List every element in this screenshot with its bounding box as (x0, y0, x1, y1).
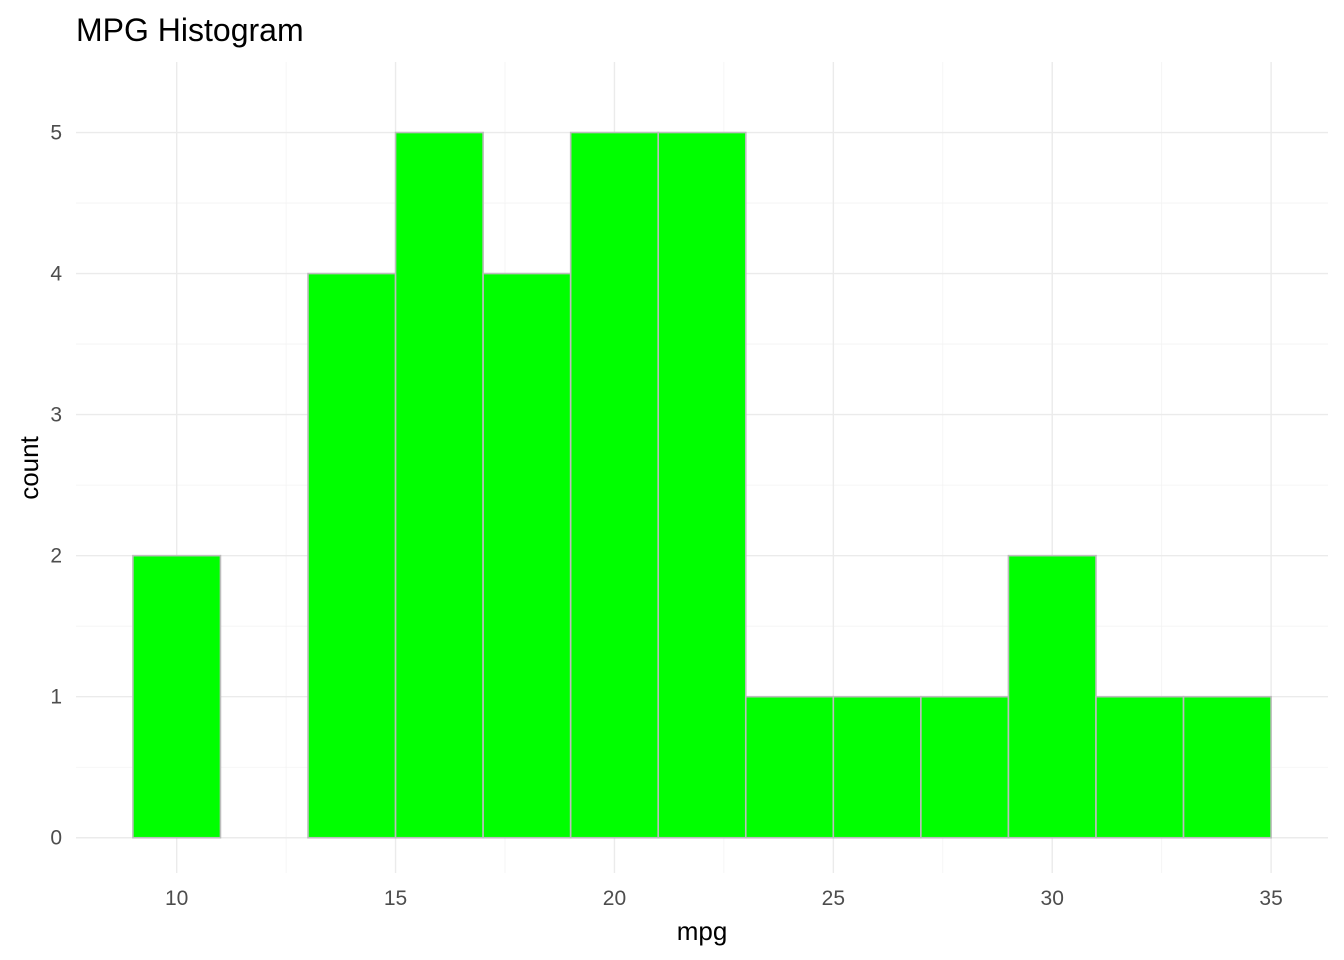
y-tick-label: 1 (50, 686, 62, 709)
histogram-bar (920, 695, 1010, 839)
y-tick-label: 0 (50, 827, 62, 850)
histogram-bar (1095, 695, 1185, 839)
histogram-bar (307, 272, 397, 839)
histogram-bar (569, 131, 660, 839)
histogram-bar (744, 695, 835, 839)
x-tick-label: 30 (1041, 887, 1064, 910)
histogram-bar (657, 131, 747, 839)
histogram-bars (132, 131, 1272, 839)
x-tick-label: 20 (603, 887, 626, 910)
y-tick-label: 4 (50, 263, 62, 286)
y-tick-label: 2 (50, 545, 62, 568)
y-tick-label: 5 (50, 122, 62, 145)
histogram-bar (1182, 695, 1272, 839)
x-axis-title: mpg (677, 916, 728, 946)
histogram-bar (394, 131, 484, 839)
histogram-bar (482, 272, 572, 839)
y-tick-label: 3 (50, 404, 62, 427)
y-axis-title: count (14, 435, 44, 499)
x-axis-ticks: 10 15 20 25 30 35 (165, 887, 1283, 910)
y-axis-ticks: 0 1 2 3 4 5 (50, 122, 62, 850)
histogram-bar (132, 554, 222, 839)
histogram-bar (832, 695, 922, 839)
x-tick-label: 15 (384, 887, 407, 910)
chart-title: MPG Histogram (76, 12, 304, 48)
x-tick-label: 10 (165, 887, 188, 910)
histogram-bar (1007, 554, 1097, 839)
x-tick-label: 35 (1259, 887, 1282, 910)
x-tick-label: 25 (822, 887, 845, 910)
